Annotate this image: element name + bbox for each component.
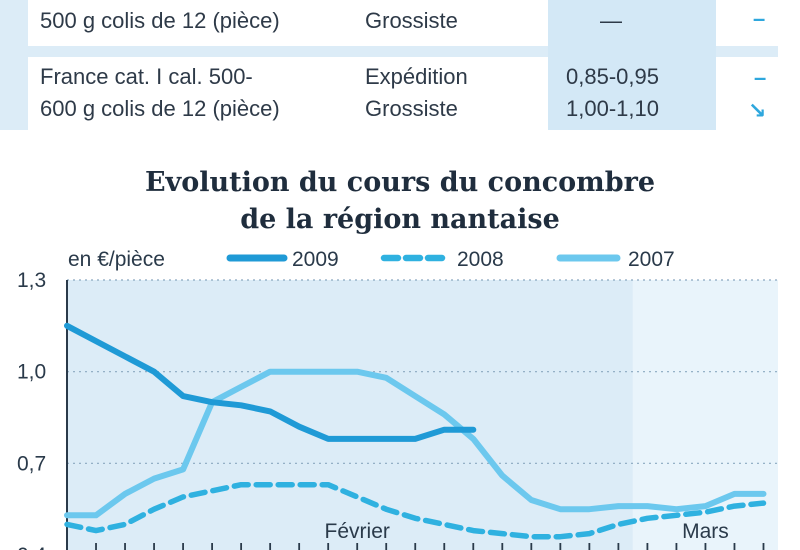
product-label: France cat. I cal. 500- <box>40 64 253 89</box>
y-tick-label: 1,0 <box>17 361 46 384</box>
x-month-label: Mars <box>682 520 729 543</box>
stage-label: Grossiste <box>365 96 458 121</box>
stage-label: Expédition <box>365 64 468 89</box>
legend-label-2008: 2008 <box>457 248 504 271</box>
series-line-2008 <box>64 481 767 540</box>
stage-label: Grossiste <box>365 8 458 33</box>
trend-icon: – <box>753 6 766 31</box>
legend-label-2009: 2009 <box>292 248 339 271</box>
product-label: 500 g colis de 12 (pièce) <box>40 8 280 33</box>
unit-label: en €/pièce <box>68 248 165 271</box>
series-line-2007 <box>64 368 767 519</box>
series-line-2009 <box>64 322 477 442</box>
price-value: 0,85-0,95 <box>566 64 659 89</box>
y-tick-label: 1,3 <box>17 269 46 292</box>
y-tick-label: 0,7 <box>17 452 46 475</box>
price-value: 1,00-1,10 <box>566 96 659 121</box>
price-value: — <box>600 8 622 33</box>
x-month-label: Février <box>325 520 390 543</box>
chart-title-line-1: Evolution du cours du concombre <box>144 167 656 198</box>
trend-down-icon: ↘ <box>748 98 767 123</box>
price-table: 500 g colis de 12 (pièce) Grossiste — – … <box>0 0 778 130</box>
product-label: 600 g colis de 12 (pièce) <box>40 96 280 121</box>
legend-label-2007: 2007 <box>628 248 675 271</box>
chart-title-line-2: de la région nantaise <box>240 204 560 235</box>
y-tick-label: 0,4 <box>17 544 47 550</box>
price-column <box>548 0 716 130</box>
trend-icon: – <box>754 65 767 90</box>
